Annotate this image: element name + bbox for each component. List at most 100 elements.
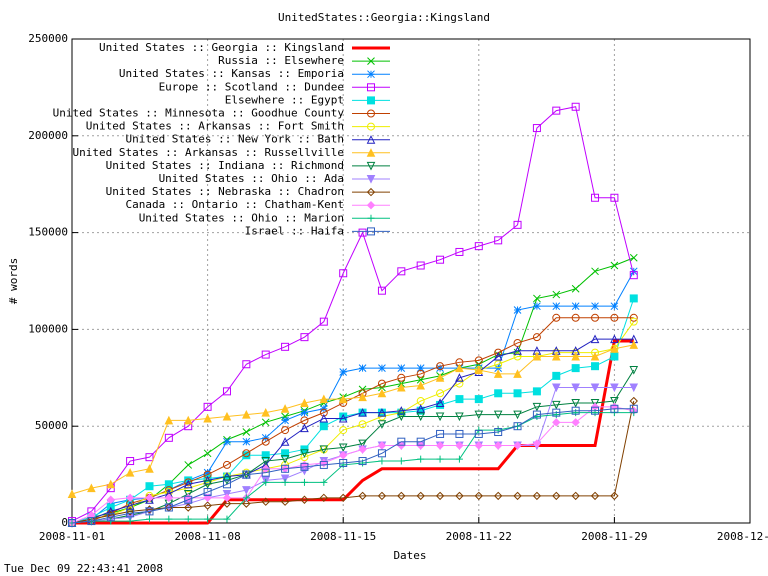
marker [358, 439, 367, 449]
x-tick-label: 2008-11-01 [39, 530, 105, 543]
marker [436, 389, 445, 398]
marker [591, 313, 600, 322]
marker [610, 334, 619, 344]
marker [358, 228, 367, 237]
marker [339, 368, 348, 376]
marker [494, 389, 503, 398]
marker [397, 457, 405, 465]
marker [203, 493, 212, 503]
marker [261, 468, 270, 477]
marker [610, 302, 619, 311]
marker [416, 412, 425, 422]
legend-label: Russia :: Elsewhere [218, 54, 344, 67]
marker [377, 441, 387, 450]
marker [165, 515, 173, 523]
legend-label: United States :: New York :: Bath [125, 133, 344, 146]
legend-label: United States :: Nebraska :: Chadron [106, 185, 344, 198]
marker [532, 410, 541, 419]
marker [320, 478, 328, 486]
marker [416, 380, 425, 390]
marker [377, 408, 387, 417]
marker [281, 464, 290, 473]
marker [571, 351, 580, 361]
marker [610, 313, 619, 322]
marker [261, 497, 270, 506]
marker [397, 437, 406, 446]
marker [319, 408, 328, 417]
marker [203, 402, 212, 411]
legend-label: Canada :: Ontario :: Chatham-Kent [125, 198, 344, 211]
marker [242, 486, 251, 495]
marker [513, 346, 522, 355]
marker [319, 422, 328, 431]
marker [474, 242, 483, 251]
marker [474, 395, 483, 404]
legend-marker [367, 214, 375, 222]
marker [590, 383, 600, 393]
marker [494, 236, 503, 245]
marker [455, 363, 464, 373]
marker [474, 491, 484, 501]
marker [339, 269, 348, 278]
marker [474, 429, 483, 438]
marker [280, 404, 290, 413]
marker [513, 352, 522, 361]
plot-frame [71, 38, 751, 524]
marker [591, 406, 600, 415]
marker [532, 333, 541, 342]
marker [203, 480, 212, 489]
marker [358, 491, 367, 501]
legend-label: Elsewhere :: Egypt [225, 93, 344, 106]
marker [532, 387, 541, 396]
legend-label: Europe :: Scotland :: Dundee [159, 80, 344, 93]
marker [493, 369, 503, 378]
marker [300, 462, 309, 471]
marker [397, 373, 406, 382]
marker [300, 398, 309, 407]
marker [591, 302, 599, 311]
marker [125, 500, 135, 510]
marker [513, 306, 522, 314]
marker [164, 415, 174, 425]
marker [281, 412, 289, 421]
marker [203, 470, 212, 479]
legend-label: Israel :: Haifa [245, 224, 344, 237]
marker [435, 412, 445, 422]
marker [513, 389, 522, 398]
marker [242, 449, 251, 458]
legend: United States :: Georgia :: KingslandRus… [53, 41, 390, 237]
marker [125, 468, 135, 477]
marker [629, 383, 639, 393]
marker [378, 364, 386, 372]
marker [358, 392, 367, 402]
marker [164, 480, 173, 489]
marker [262, 478, 270, 486]
marker [106, 513, 115, 522]
marker [552, 408, 561, 417]
legend-marker [367, 227, 375, 236]
marker [629, 294, 638, 303]
marker [377, 449, 386, 458]
marker [435, 373, 445, 382]
marker [416, 261, 425, 270]
marker [222, 493, 232, 503]
marker [319, 394, 329, 404]
marker [416, 369, 425, 378]
marker [281, 449, 290, 458]
marker [513, 491, 522, 501]
marker [610, 397, 619, 406]
marker [552, 313, 561, 322]
legend-label: United States :: Kansas :: Emporia [119, 67, 344, 80]
marker [436, 400, 445, 409]
marker [513, 220, 522, 229]
marker [126, 457, 135, 466]
marker [338, 394, 348, 404]
legend-marker [367, 122, 375, 131]
x-tick-label: 2008-11-08 [174, 530, 240, 543]
marker [377, 379, 386, 388]
marker [532, 439, 542, 448]
marker [552, 491, 561, 501]
y-tick-label: 150000 [28, 226, 68, 239]
marker [610, 491, 619, 501]
legend-label: United States :: Indiana :: Richmond [106, 159, 344, 172]
